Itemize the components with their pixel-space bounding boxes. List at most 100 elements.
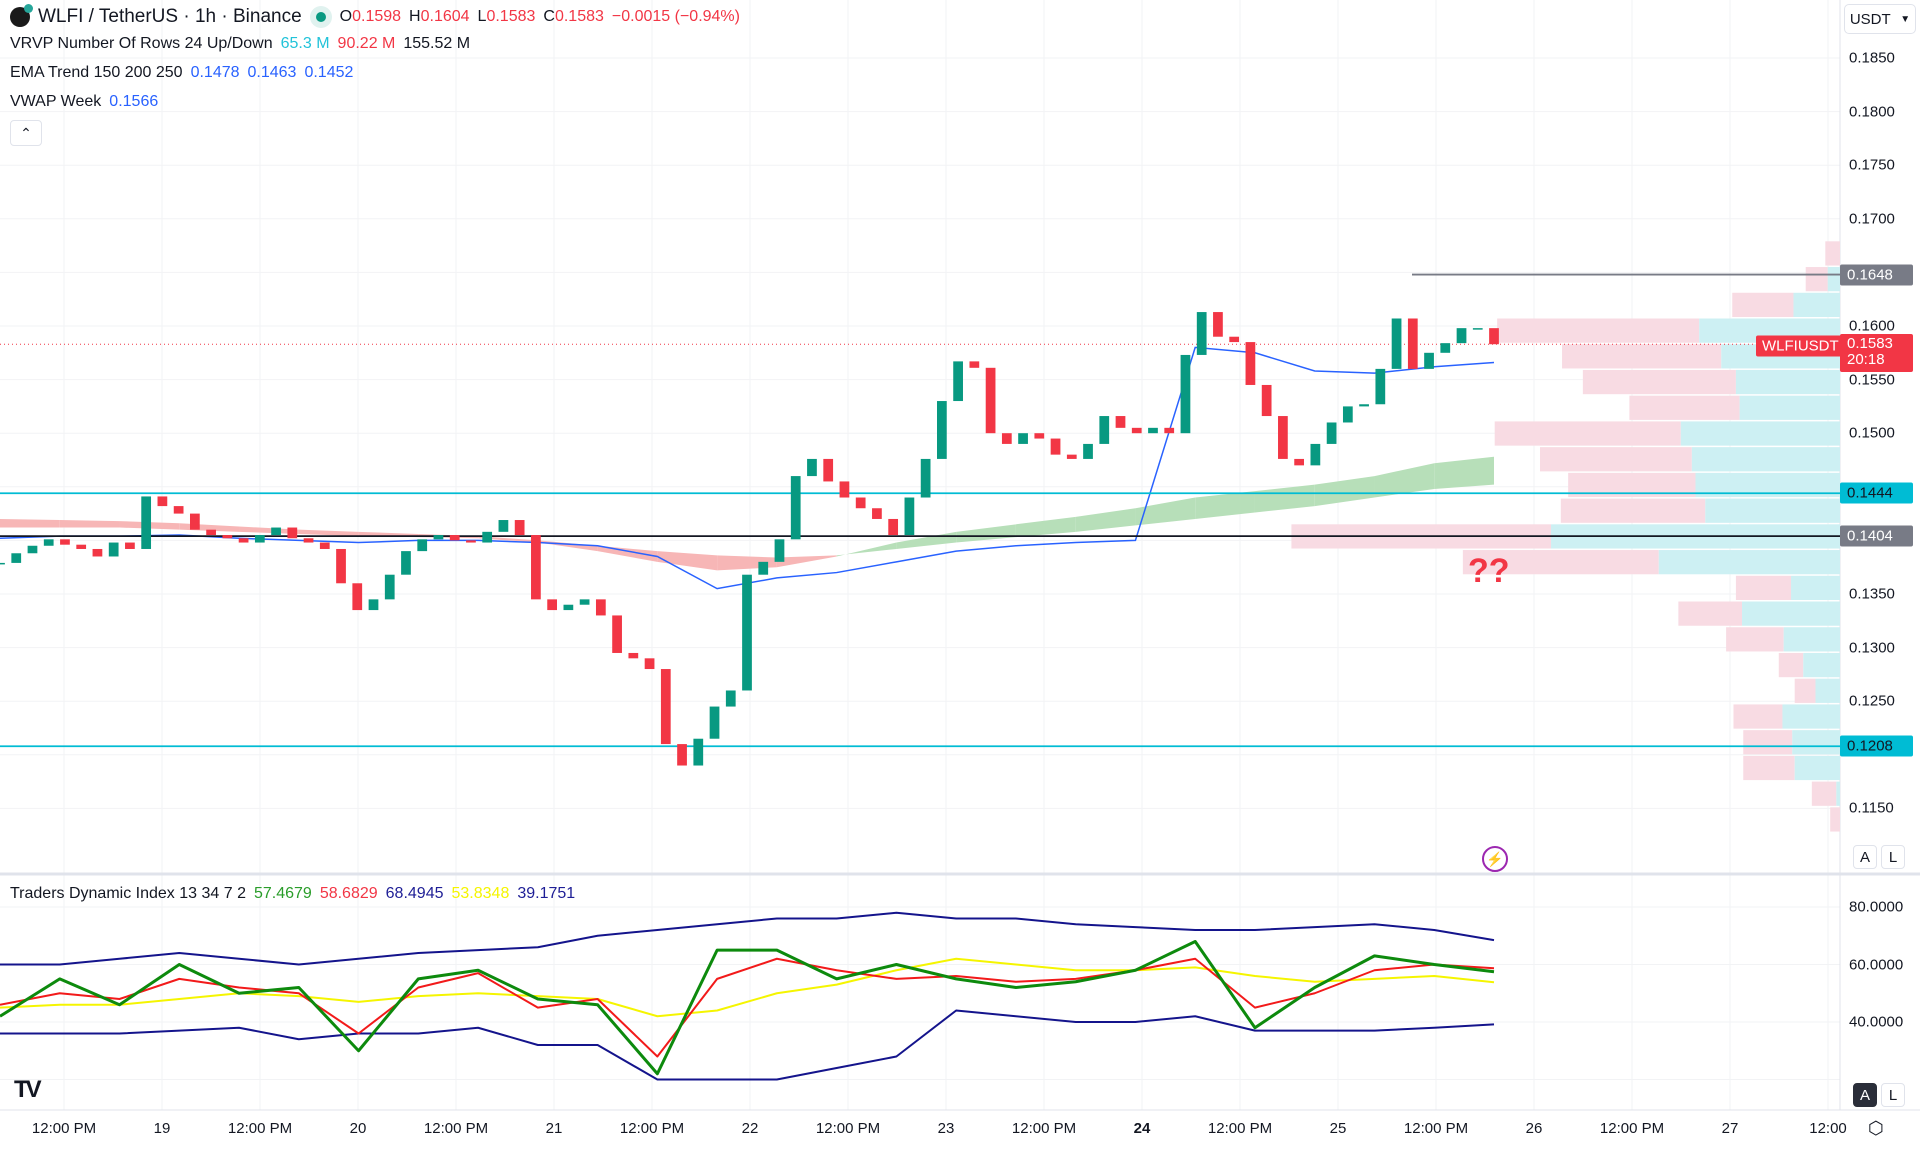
- candle: [466, 540, 476, 543]
- auto-scale-button[interactable]: A: [1853, 845, 1877, 869]
- candle: [238, 538, 249, 543]
- candle: [27, 545, 38, 554]
- candle: [433, 535, 444, 540]
- volume-profile-down-bar: [1794, 678, 1816, 703]
- candle: [758, 561, 769, 575]
- ema-trend-band: [597, 545, 658, 562]
- candle: [807, 458, 817, 477]
- candle: [449, 535, 460, 541]
- level-price-tag: 0.1404: [1840, 525, 1913, 547]
- volume-profile-up-bar: [1827, 267, 1840, 292]
- ema-trend-band: [1075, 508, 1136, 532]
- candle: [1391, 318, 1402, 369]
- candle: [1099, 416, 1110, 444]
- high-label: H: [409, 8, 421, 25]
- high-value: 0.1604: [420, 8, 470, 25]
- candle: [1472, 328, 1483, 330]
- volume-profile-up-bar: [1815, 678, 1840, 703]
- candle: [1326, 422, 1337, 444]
- tdi-v1: 57.4679: [253, 885, 312, 902]
- candle: [904, 497, 915, 536]
- lightning-icon[interactable]: ⚡: [1482, 846, 1508, 872]
- candle: [742, 574, 752, 691]
- candle: [368, 599, 379, 611]
- collapse-legend-button[interactable]: ⌃: [10, 120, 42, 146]
- tdi-line-1: [0, 957, 1495, 1058]
- candle: [693, 738, 704, 766]
- tdi-line-3: [0, 911, 1495, 966]
- volume-profile-down-bar: [1562, 344, 1722, 369]
- volume-profile-up-bar: [1742, 601, 1840, 626]
- vwap-value: 0.1566: [109, 93, 159, 110]
- candle: [709, 706, 720, 739]
- candle: [1001, 433, 1012, 444]
- volume-profile-down-bar: [1811, 781, 1837, 806]
- symbol-price-tag: WLFIUSDT: [1756, 335, 1845, 357]
- settings-icon[interactable]: ⬡: [1868, 1118, 1884, 1138]
- currency-select[interactable]: USDT ▼: [1844, 4, 1916, 34]
- candle: [206, 529, 216, 536]
- volume-profile-down-bar: [1497, 318, 1700, 343]
- tdi-v4: 53.8348: [451, 885, 510, 902]
- candle: [319, 542, 330, 549]
- currency-value: USDT: [1849, 10, 1891, 28]
- volume-profile-up-bar: [1705, 498, 1840, 523]
- candle: [498, 520, 509, 532]
- last-price: 0.1583: [1847, 335, 1893, 352]
- tradingview-logo[interactable]: TV: [14, 1076, 42, 1103]
- candle: [1261, 384, 1272, 417]
- chevron-down-icon: ▼: [1900, 13, 1911, 25]
- candle: [1294, 458, 1305, 466]
- vrvp-legend[interactable]: VRVP Number Of Rows 24 Up/Down 65.3 M 90…: [10, 35, 470, 53]
- time-tick: 20: [349, 1120, 367, 1137]
- open-label: O: [339, 8, 353, 25]
- chevron-up-icon: ⌃: [20, 124, 32, 141]
- tdi-tick: 40.0000: [1849, 1013, 1904, 1031]
- tdi-tick: 80.0000: [1849, 898, 1904, 916]
- level-price-tag: 0.1208: [1840, 735, 1913, 757]
- ema-trend-band: [1314, 476, 1375, 507]
- time-tick: 22: [741, 1120, 759, 1137]
- volume-profile-down-bar: [1539, 447, 1692, 472]
- time-tick: 12:00 PM: [423, 1120, 489, 1137]
- candle: [1180, 354, 1191, 434]
- candle: [303, 538, 314, 543]
- candle: [1407, 318, 1418, 369]
- volume-profile-down-bar: [1778, 652, 1804, 678]
- time-tick: 24: [1133, 1120, 1151, 1137]
- candle: [920, 458, 931, 498]
- symbol-title[interactable]: WLFI / TetherUS · 1h · Binance: [38, 6, 302, 27]
- tdi-log-scale-button[interactable]: L: [1881, 1083, 1905, 1107]
- ema-v2: 0.1463: [247, 64, 297, 81]
- question-annotation[interactable]: ??: [1468, 552, 1510, 590]
- candle: [1034, 433, 1045, 439]
- candle: [1375, 368, 1386, 405]
- candle: [514, 520, 525, 536]
- tdi-legend[interactable]: Traders Dynamic Index 13 34 7 2 57.4679 …: [10, 885, 575, 903]
- candle: [595, 599, 606, 616]
- time-tick: 12:00 PM: [619, 1120, 685, 1137]
- price-tick: 0.1150: [1849, 799, 1894, 817]
- candle: [125, 542, 135, 549]
- ema-trend-band: [1195, 491, 1255, 519]
- ema-trend-band: [836, 542, 897, 557]
- time-tick: 12:00 PM: [1207, 1120, 1273, 1137]
- volume-profile-down-bar: [1825, 241, 1840, 266]
- tdi-auto-scale-button[interactable]: A: [1853, 1083, 1877, 1107]
- candle: [157, 496, 168, 507]
- volume-profile-down-bar: [1726, 627, 1784, 652]
- candle: [1131, 427, 1142, 434]
- price-tick: 0.1550: [1849, 371, 1895, 389]
- candle: [725, 690, 736, 707]
- vwap-legend[interactable]: VWAP Week 0.1566: [10, 93, 158, 111]
- candle: [1424, 352, 1434, 369]
- ema-v3: 0.1452: [304, 64, 354, 81]
- candle: [855, 497, 866, 509]
- log-scale-button[interactable]: L: [1881, 845, 1905, 869]
- candle: [579, 599, 590, 605]
- ema-legend[interactable]: EMA Trend 150 200 250 0.1478 0.1463 0.14…: [10, 64, 353, 82]
- candle: [417, 539, 428, 552]
- ema-trend-band: [657, 551, 718, 571]
- ema-trend-band: [478, 536, 538, 543]
